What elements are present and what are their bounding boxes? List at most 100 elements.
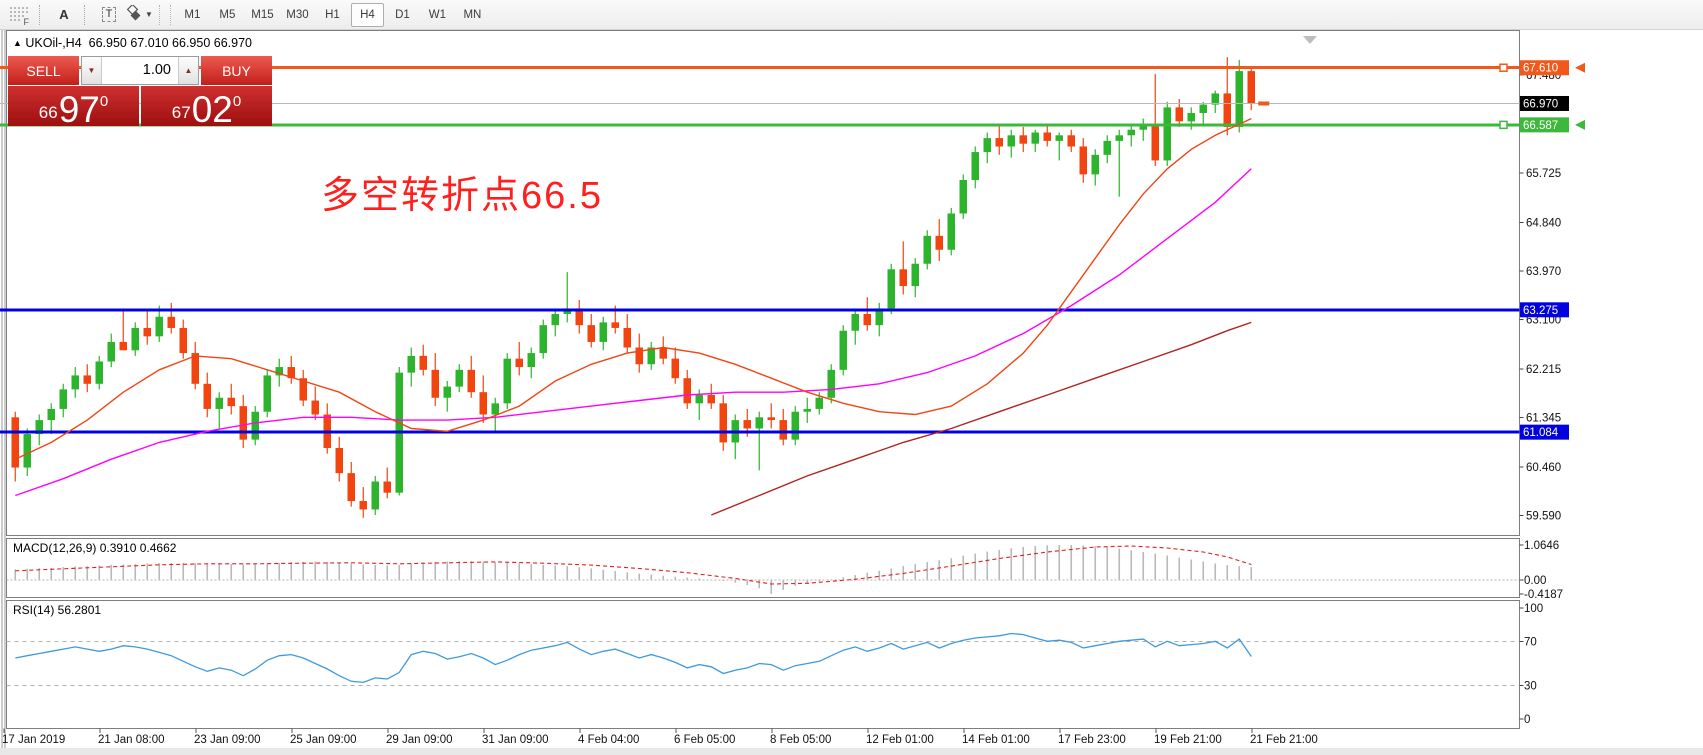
macd-histogram-bar <box>890 568 893 580</box>
candle-body <box>215 397 223 409</box>
timeframe-D1[interactable]: D1 <box>395 8 410 21</box>
macd-histogram-bar <box>1094 546 1097 580</box>
candle-body <box>95 361 103 384</box>
candle-body <box>491 403 499 415</box>
candle-body <box>575 308 583 326</box>
timeframe-W1[interactable]: W1 <box>428 8 447 21</box>
buy-price-prefix: 67 <box>171 103 191 122</box>
rsi-tick-label: 30 <box>1524 681 1537 693</box>
sell-button[interactable]: SELL <box>8 56 79 85</box>
buy-price-box[interactable]: 67 02 0 <box>141 86 272 128</box>
macd-histogram-bar <box>518 563 521 580</box>
candle-body <box>527 353 535 368</box>
candle-body <box>935 235 943 250</box>
last-price-marker <box>1258 101 1270 106</box>
price-axis[interactable]: 67.48065.72564.84063.97063.10062.21561.3… <box>1519 60 1570 523</box>
timeframe-MN[interactable]: MN <box>463 8 482 21</box>
candle-body <box>1115 135 1123 141</box>
text-label-tool[interactable]: A <box>50 2 78 28</box>
horizontal-scrollbar[interactable] <box>0 748 1703 755</box>
price-badge-label: 63.275 <box>1523 305 1558 317</box>
candle-body <box>371 481 379 510</box>
candle-body <box>143 327 151 337</box>
timeframe-M15[interactable]: M15 <box>251 8 274 21</box>
volume-input[interactable]: 1.00 <box>142 62 171 78</box>
candle-body <box>239 406 247 440</box>
macd-histogram-bar <box>674 576 677 580</box>
time-label: 25 Jan 09:00 <box>290 734 357 746</box>
macd-histogram-bar <box>866 572 869 580</box>
candle-body <box>839 330 847 370</box>
price-tick-label: 65.725 <box>1526 168 1561 180</box>
candle-body <box>911 263 919 287</box>
time-label: 8 Feb 05:00 <box>770 734 831 746</box>
candle-body <box>1139 124 1147 130</box>
macd-tick-label: 0.00 <box>1524 575 1546 587</box>
candle-body <box>827 369 835 398</box>
line-level-arrow-icon <box>1575 119 1585 130</box>
candle-body <box>263 375 271 412</box>
price-tick-label: 59.590 <box>1526 511 1561 523</box>
macd-histogram-bar <box>842 577 845 580</box>
scroll-end-marker-icon[interactable] <box>1303 36 1317 44</box>
candle-body <box>659 347 667 359</box>
macd-histogram-bar <box>350 563 353 580</box>
buy-button[interactable]: BUY <box>201 56 272 85</box>
candle-body <box>35 420 43 435</box>
candle-body <box>359 501 367 510</box>
candle-body <box>971 152 979 180</box>
grid-icon: F <box>8 4 30 27</box>
candlestick-series <box>11 57 1255 518</box>
candle-body <box>707 394 715 404</box>
candle-body <box>515 358 523 368</box>
rsi-tick-label: 100 <box>1524 603 1543 615</box>
candle-body <box>275 367 283 376</box>
macd-histogram-bar <box>290 562 293 580</box>
volume-stepper: ▼ 1.00 ▲ <box>81 56 199 85</box>
price-badge <box>1520 95 1569 111</box>
macd-histogram-bar <box>686 577 689 580</box>
macd-histogram-bar <box>62 567 65 580</box>
macd-histogram-bar <box>230 564 233 580</box>
timeframe-M1[interactable]: M1 <box>184 8 201 21</box>
macd-signal-line <box>15 545 1252 585</box>
grid-f-tool[interactable]: F <box>5 2 33 28</box>
toolbar: F A T ▼ M1 M5 M15 M30 H1 H4 D1 W1 MN <box>0 0 1703 30</box>
macd-histogram-bar <box>914 564 917 580</box>
text-box-tool[interactable]: T <box>95 2 123 28</box>
macd-histogram-bar <box>710 579 713 581</box>
candle-body <box>1055 135 1063 141</box>
candle-body <box>1163 107 1171 161</box>
macd-histogram-bar <box>662 575 665 580</box>
rsi-tick-label: 70 <box>1524 636 1537 648</box>
macd-histogram-bar <box>1190 559 1193 580</box>
volume-increase-button[interactable]: ▲ <box>178 57 198 84</box>
timeframe-H4[interactable]: H4 <box>350 2 384 27</box>
macd-histogram-bar <box>530 564 533 580</box>
sell-price-box[interactable]: 66 97 0 <box>8 86 139 128</box>
macd-histogram-bar <box>1250 567 1253 580</box>
candle-body <box>599 322 607 342</box>
volume-decrease-button[interactable]: ▼ <box>82 57 102 84</box>
candle-body <box>479 392 487 415</box>
macd-histogram-bar <box>590 568 593 580</box>
toolbar-drag-handle[interactable] <box>158 4 171 25</box>
macd-histogram-bar <box>1226 565 1229 580</box>
hline-handle[interactable] <box>1499 63 1508 72</box>
shapes-tool[interactable]: ▼ <box>125 2 154 28</box>
price-badge <box>1520 60 1569 76</box>
candle-body <box>875 308 883 326</box>
timeframe-M5[interactable]: M5 <box>219 8 236 21</box>
macd-histogram-bar <box>314 561 317 580</box>
macd-histogram-bar <box>722 580 725 581</box>
time-axis[interactable]: 17 Jan 2019 21 Jan 08:00 23 Jan 09:00 25 Ja… <box>2 728 1318 747</box>
candle-body <box>863 313 871 326</box>
timeframe-M30[interactable]: M30 <box>286 8 309 21</box>
collapse-icon[interactable]: ▲ <box>13 38 22 48</box>
timeframe-H1[interactable]: H1 <box>325 8 340 21</box>
macd-histogram-bar <box>638 573 641 580</box>
candle-body <box>23 434 31 468</box>
hline-handle[interactable] <box>1499 120 1508 130</box>
macd-histogram-bar <box>206 563 209 580</box>
macd-histogram-bar <box>626 572 629 580</box>
